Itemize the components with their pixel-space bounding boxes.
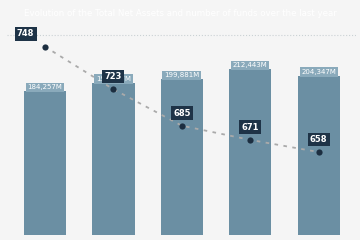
Text: 184,257M: 184,257M: [27, 84, 62, 90]
Text: Evolution of the Total Net Assets and number of funds over the last year: Evolution of the Total Net Assets and nu…: [24, 9, 336, 18]
Point: [316, 150, 321, 154]
Text: 212,443M: 212,443M: [233, 62, 267, 68]
Point: [42, 45, 48, 48]
Bar: [24, 91, 66, 235]
Bar: [297, 76, 340, 235]
Bar: [161, 79, 203, 235]
Text: 671: 671: [242, 123, 259, 132]
Text: 195,027M: 195,027M: [96, 76, 131, 82]
Text: 748: 748: [17, 30, 34, 38]
Text: 204,347M: 204,347M: [301, 69, 336, 75]
Point: [247, 138, 253, 142]
Point: [111, 87, 116, 91]
Text: 685: 685: [173, 108, 190, 118]
Text: 658: 658: [310, 135, 328, 144]
Text: 199,881M: 199,881M: [164, 72, 199, 78]
Bar: [229, 70, 271, 235]
Point: [179, 124, 185, 128]
Text: 723: 723: [105, 72, 122, 81]
Bar: [92, 83, 135, 235]
